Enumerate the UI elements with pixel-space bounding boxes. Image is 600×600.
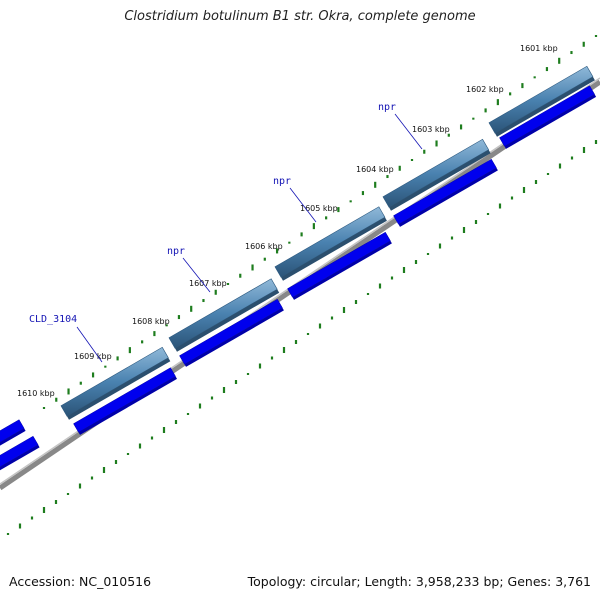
tick-label: 1607 kbp — [189, 279, 227, 288]
gene-label-leader — [394, 113, 423, 150]
gene-label: CLD_3104 — [29, 314, 77, 325]
forward-gene-bevel — [389, 149, 491, 211]
forward-gene-bevel — [175, 289, 280, 352]
tick-label: 1608 kbp — [132, 317, 170, 326]
forward-strand-genes — [60, 65, 595, 420]
gene-label-leader — [289, 187, 317, 223]
gene-label-leader — [182, 257, 211, 293]
gene-label: npr — [378, 102, 396, 113]
tick-label: 1602 kbp — [466, 85, 504, 94]
reverse-gene-bevel — [78, 376, 177, 435]
gc-content-track-outer — [42, 35, 598, 409]
forward-gene-bevel — [495, 76, 595, 137]
gene-labels: npr npr npr CLD_3104 — [29, 102, 423, 363]
reverse-gene-bevel — [398, 167, 498, 227]
tick-label: 1610 kbp — [17, 389, 55, 398]
reverse-gene-bevel — [292, 240, 392, 300]
tick-label: 1604 kbp — [356, 165, 394, 174]
tick-label: 1601 kbp — [520, 44, 558, 53]
genome-stats-label: Topology: circular; Length: 3,958,233 bp… — [247, 574, 591, 589]
gc-content-track-inner — [6, 140, 598, 535]
forward-gene-bevel — [67, 357, 171, 420]
gene-label: npr — [273, 176, 291, 187]
position-tick-labels: 1601 kbp 1602 kbp 1603 kbp 1604 kbp 1605 kbp… — [17, 44, 558, 398]
reverse-strand-genes — [0, 85, 597, 471]
map-title: Clostridium botulinum B1 str. Okra, comp… — [124, 9, 476, 24]
gene-label: npr — [167, 246, 185, 257]
tick-label: 1605 kbp — [300, 204, 338, 213]
tick-label: 1606 kbp — [245, 242, 283, 251]
tick-label: 1603 kbp — [412, 125, 450, 134]
reverse-gene-bevel — [184, 307, 284, 367]
reverse-gene-bevel — [504, 94, 597, 149]
accession-label: Accession: NC_010516 — [9, 574, 152, 589]
forward-gene-bevel — [281, 217, 387, 281]
reverse-gene-bevel — [0, 444, 40, 471]
tick-label: 1609 kbp — [74, 352, 112, 361]
gene-label-leader — [76, 326, 103, 363]
reverse-gene-bevel — [0, 428, 26, 446]
